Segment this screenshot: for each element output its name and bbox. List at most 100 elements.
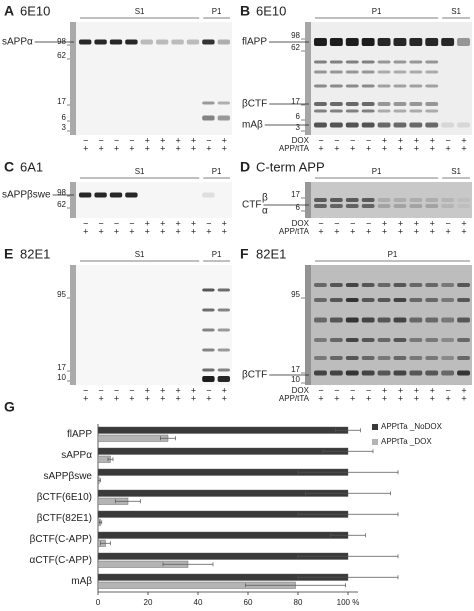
sign: + — [98, 143, 103, 153]
sign: + — [114, 393, 119, 403]
band — [329, 84, 343, 88]
row-label: DOX — [292, 386, 310, 395]
band-label: β — [262, 193, 268, 204]
marker-label: 6 — [296, 203, 301, 212]
band — [202, 39, 215, 45]
band — [329, 198, 343, 202]
x-tick-label: 100 % — [337, 598, 360, 607]
sign: − — [318, 135, 323, 145]
band — [345, 356, 359, 360]
band — [156, 39, 169, 45]
band — [329, 60, 343, 64]
band — [409, 60, 423, 64]
marker-label: 95 — [57, 290, 66, 299]
error-bar — [297, 512, 399, 517]
antibody-label: 6A1 — [20, 159, 43, 174]
band — [377, 283, 391, 287]
band — [441, 298, 455, 302]
band — [345, 60, 359, 64]
band — [314, 283, 327, 287]
band — [377, 317, 391, 323]
band — [425, 356, 439, 360]
band — [393, 84, 407, 88]
band — [314, 356, 327, 360]
band — [393, 283, 407, 287]
sign: + — [446, 226, 451, 236]
band — [202, 101, 215, 105]
band — [329, 122, 343, 128]
sign: + — [461, 135, 466, 145]
error-bar — [160, 436, 176, 441]
sign: − — [98, 218, 103, 228]
sign: − — [334, 385, 339, 395]
sign: − — [206, 135, 211, 145]
sign: + — [129, 226, 134, 236]
group-label: S1 — [135, 167, 145, 176]
marker-label: 62 — [57, 51, 66, 60]
sign: + — [366, 393, 371, 403]
sign: + — [398, 393, 403, 403]
marker-label: 10 — [57, 373, 66, 382]
band — [202, 192, 215, 198]
band — [409, 204, 423, 208]
sign: + — [160, 226, 165, 236]
sign: + — [114, 226, 119, 236]
band — [217, 115, 230, 121]
band — [217, 368, 230, 372]
sign: + — [398, 218, 403, 228]
band — [425, 370, 439, 376]
group-label: S1 — [451, 167, 461, 176]
sign: + — [191, 143, 196, 153]
sign: − — [350, 385, 355, 395]
band — [329, 298, 343, 302]
band — [109, 39, 123, 45]
band — [409, 338, 423, 342]
sign: + — [145, 143, 150, 153]
band — [202, 348, 215, 352]
band — [314, 298, 327, 302]
band — [314, 317, 327, 323]
panel-label: E — [4, 246, 13, 262]
sign: − — [366, 135, 371, 145]
band — [425, 60, 439, 64]
band — [441, 122, 455, 128]
sign: + — [222, 135, 227, 145]
band — [377, 298, 391, 302]
error-bar — [100, 541, 111, 546]
marker-label: 6 — [62, 113, 67, 122]
sign: + — [382, 143, 387, 153]
category-label: βCTF(6E10) — [37, 492, 92, 503]
band — [409, 356, 423, 360]
band — [361, 60, 375, 64]
error-bar — [297, 470, 399, 475]
band — [393, 70, 407, 74]
sign: + — [160, 135, 165, 145]
bar — [97, 434, 169, 442]
sign: − — [98, 135, 103, 145]
sign: + — [461, 218, 466, 228]
sign: + — [430, 143, 435, 153]
band — [361, 317, 375, 323]
sign: + — [318, 226, 323, 236]
sign: + — [160, 143, 165, 153]
band — [377, 70, 391, 74]
sign: + — [398, 385, 403, 395]
band — [393, 370, 407, 376]
sign: − — [129, 135, 134, 145]
antibody-label: C-term APP — [256, 159, 325, 174]
sign: − — [446, 385, 451, 395]
band — [314, 204, 327, 208]
sign: + — [98, 226, 103, 236]
band — [314, 338, 327, 342]
sign: + — [222, 393, 227, 403]
category-label: βCTF(C-APP) — [30, 534, 92, 545]
band — [202, 288, 215, 292]
legend-label: APPtTa _DOX — [381, 437, 432, 446]
band-label: sAPPα — [2, 37, 33, 48]
band — [361, 109, 375, 113]
sign: − — [206, 385, 211, 395]
sign: − — [334, 135, 339, 145]
band — [377, 109, 391, 113]
